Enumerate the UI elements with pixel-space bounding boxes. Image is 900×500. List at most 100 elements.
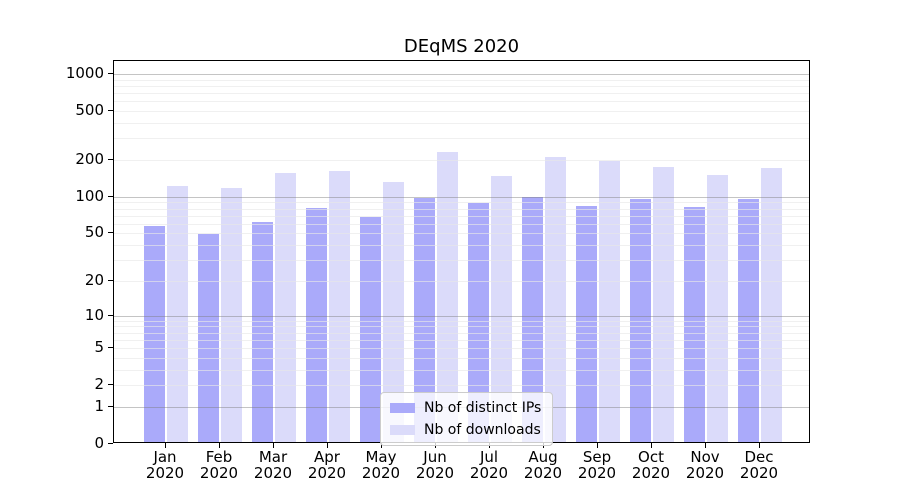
y-tick-label: 50 (84, 223, 104, 242)
plot-area: Nb of distinct IPs Nb of downloads (113, 60, 810, 446)
y-tick-label: 1000 (65, 64, 104, 82)
y-tick-mark (108, 73, 113, 74)
x-tick-mark (705, 443, 706, 448)
gridline-minor (114, 93, 809, 95)
bar-distinct-ips-apr (306, 208, 327, 442)
legend-label: Nb of downloads (424, 422, 541, 438)
legend: Nb of distinct IPs Nb of downloads (380, 392, 554, 446)
month-label: Jul (479, 448, 499, 466)
month-label: Dec (744, 448, 774, 466)
x-tick-mark (327, 443, 328, 448)
y-tick-mark (108, 314, 113, 316)
bar-downloads-mar (275, 172, 296, 442)
x-tick-label-jan: Jan 2020 (135, 449, 195, 481)
bar-downloads-sep (599, 161, 620, 442)
y-tick-label: 500 (75, 101, 104, 120)
year-label: 2020 (415, 464, 455, 482)
gridline-major (114, 74, 809, 75)
month-label: Jan (153, 448, 177, 466)
gridline-minor (114, 111, 809, 113)
year-label: 2020 (199, 464, 239, 482)
bar-downloads-feb (221, 187, 242, 442)
legend-label: Nb of distinct IPs (424, 400, 542, 416)
x-tick-label-sep: Sep 2020 (567, 449, 627, 481)
chart-title: DEqMS 2020 (403, 36, 520, 57)
bar-distinct-ips-feb (198, 233, 219, 442)
bar-downloads-nov (707, 175, 728, 442)
year-label: 2020 (361, 464, 401, 482)
legend-row-downloads: Nb of downloads (390, 422, 541, 438)
bar-distinct-ips-jun (414, 197, 435, 442)
month-label: Sep (582, 448, 612, 466)
x-tick-mark (759, 443, 760, 448)
bar-distinct-ips-may (360, 216, 381, 442)
y-tick-mark (108, 232, 113, 234)
bar-distinct-ips-sep (576, 206, 597, 442)
y-tick-mark (108, 443, 113, 444)
y-tick-label: 1 (94, 396, 104, 415)
y-tick-label: 0 (94, 434, 104, 452)
gridline-minor (114, 79, 809, 81)
year-label: 2020 (523, 464, 563, 482)
y-tick-mark (108, 347, 113, 348)
year-label: 2020 (307, 464, 347, 482)
month-label: Oct (638, 448, 664, 466)
x-tick-label-aug: Aug 2020 (513, 449, 573, 481)
y-tick-label: 5 (94, 338, 104, 356)
bar-distinct-ips-jan (144, 225, 165, 442)
bar-downloads-jan (167, 185, 188, 442)
legend-swatch-icon (390, 403, 415, 413)
y-tick-mark (108, 195, 113, 197)
y-tick-label: 200 (75, 150, 104, 168)
y-tick-label: 100 (75, 186, 104, 205)
y-tick-label: 10 (84, 305, 104, 324)
month-label: Jun (423, 448, 447, 466)
x-tick-label-may: May 2020 (351, 449, 411, 481)
bar-downloads-aug (545, 157, 566, 442)
x-tick-label-feb: Feb 2020 (189, 449, 249, 481)
year-label: 2020 (253, 464, 293, 482)
month-label: Apr (314, 448, 340, 466)
x-tick-label-nov: Nov 2020 (675, 449, 735, 481)
year-label: 2020 (685, 464, 725, 482)
year-label: 2020 (469, 464, 509, 482)
legend-row-distinct-ips: Nb of distinct IPs (390, 400, 541, 416)
bar-downloads-dec (761, 168, 782, 442)
bar-distinct-ips-nov (684, 206, 705, 442)
y-tick-label: 2 (94, 375, 104, 394)
gridline-minor (114, 160, 809, 161)
gridline-major (114, 196, 809, 198)
x-tick-label-mar: Mar 2020 (243, 449, 303, 481)
x-tick-mark (219, 443, 220, 448)
gridline-minor (114, 202, 809, 204)
x-tick-label-oct: Oct 2020 (621, 449, 681, 481)
x-tick-label-jul: Jul 2020 (459, 449, 519, 481)
month-label: Aug (528, 448, 558, 466)
month-label: Nov (690, 448, 720, 466)
bar-distinct-ips-dec (738, 199, 759, 442)
x-tick-mark (651, 443, 652, 448)
bar-distinct-ips-oct (630, 199, 651, 442)
bar-distinct-ips-aug (522, 196, 543, 442)
gridline-minor (114, 138, 809, 140)
gridline-minor (114, 101, 809, 103)
year-label: 2020 (739, 464, 779, 482)
y-tick-label: 20 (84, 270, 104, 289)
x-tick-mark (597, 443, 598, 448)
year-label: 2020 (577, 464, 617, 482)
bar-downloads-jul (491, 175, 512, 442)
bar-distinct-ips-jul (468, 203, 489, 442)
y-tick-mark (108, 405, 113, 407)
y-tick-mark (108, 384, 113, 386)
month-label: May (365, 448, 397, 466)
x-tick-mark (165, 443, 166, 448)
x-tick-mark (273, 443, 274, 448)
x-tick-label-apr: Apr 2020 (297, 449, 357, 481)
month-label: Mar (258, 448, 288, 466)
y-tick-mark (108, 279, 113, 281)
y-tick-mark (108, 110, 113, 112)
month-label: Feb (205, 448, 233, 466)
y-tick-mark (108, 159, 113, 160)
x-tick-label-jun: Jun 2020 (405, 449, 465, 481)
